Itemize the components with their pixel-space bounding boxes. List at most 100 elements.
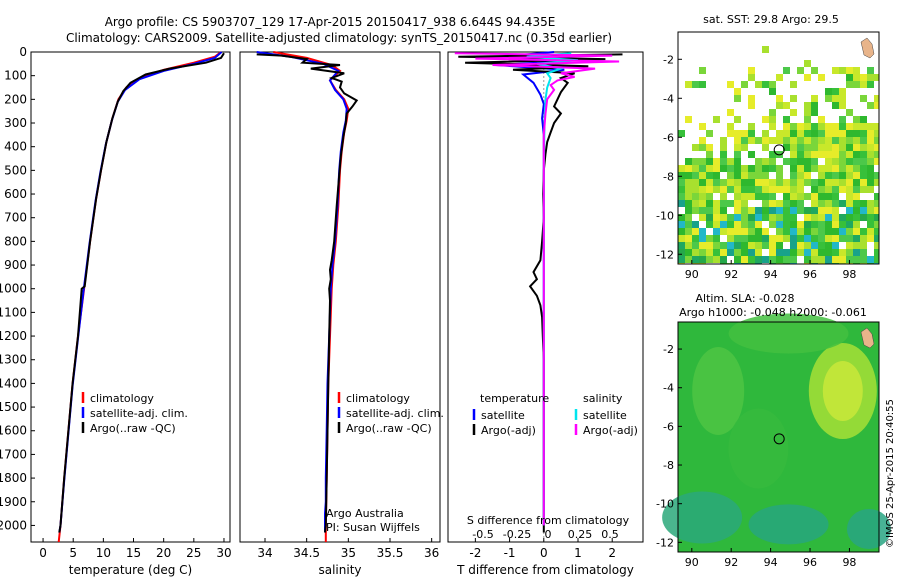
sst-cell [818,242,825,249]
sst-cell [685,207,692,214]
sst-cell [839,165,846,172]
sst-cell [874,214,879,221]
sst-cell [748,193,755,200]
sst-cell [762,158,769,165]
sst-cell [832,179,839,186]
sst-cell [846,214,853,221]
sst-cell [706,151,713,158]
sst-cell [748,214,755,221]
sst-cell [846,109,853,116]
legend-label: Argo(-adj) [481,424,536,437]
sst-cell [783,256,790,263]
sst-cell [811,123,818,130]
map-xtick-label: 92 [724,268,738,281]
sst-cell [804,193,811,200]
temperature-profile-xtick-label: 10 [96,546,111,560]
sst-cell [678,179,685,186]
sst-cell [678,242,685,249]
map-xtick-label: 94 [764,268,778,281]
sst-cell [811,242,818,249]
sst-cell [804,214,811,221]
sla-blob [846,509,891,549]
sst-cell [727,221,734,228]
sst-cell [811,144,818,151]
depth-tick-label: 1100 [0,305,27,319]
sst-cell [692,186,699,193]
sst-cell [846,200,853,207]
sst-cell [727,228,734,235]
sst-cell [720,137,727,144]
sst-cell [818,74,825,81]
sst-cell [832,249,839,256]
sst-cell [790,137,797,144]
sst-cell [783,228,790,235]
sst-cell [804,74,811,81]
sst-cell [727,158,734,165]
sst-cell [762,179,769,186]
sst-cell [832,130,839,137]
sst-cell [678,200,685,207]
sst-cell [685,242,692,249]
sst-cell [734,256,741,263]
sst-cell [853,137,860,144]
sst-cell [853,186,860,193]
sst-cell [776,102,783,109]
sst-cell [832,186,839,193]
sst-cell [776,130,783,137]
sst-cell [804,179,811,186]
legend-label: satellite-adj. clim. [90,407,188,420]
sst-cell [839,179,846,186]
sst-cell [692,165,699,172]
annotation: PI: Susan Wijffels [326,521,420,534]
sst-cell [797,249,804,256]
sst-cell [769,179,776,186]
sst-cell [762,200,769,207]
sst-cell [839,102,846,109]
sst-cell [804,60,811,67]
sst-cell [706,242,713,249]
sst-cell [846,207,853,214]
sst-cell [790,228,797,235]
sst-cell [867,158,874,165]
sst-cell [846,67,853,74]
sst-cell [678,214,685,221]
sst-cell [769,214,776,221]
sst-cell [748,207,755,214]
sst-cell [804,165,811,172]
sst-cell [713,116,720,123]
sst-cell [818,193,825,200]
sst-cell [804,249,811,256]
sst-cell [853,256,860,263]
argo-position-marker [773,433,785,445]
salinity-profile-xtick-label: 34.5 [293,546,320,560]
sst-cell [713,207,720,214]
sst-cell [839,116,846,123]
sst-cell [797,242,804,249]
sst-cell [839,256,846,263]
sst-cell [769,200,776,207]
sst-cell [832,235,839,242]
sst-cell [741,249,748,256]
sst-cell [699,200,706,207]
side-credit: ©IMOS 25-Apr-2015 20:40:55 [885,399,896,548]
sst-cell [832,214,839,221]
sst-cell [748,186,755,193]
sst-cell [804,116,811,123]
sst-cell [790,179,797,186]
sst-cell [720,256,727,263]
sst-cell [755,249,762,256]
sst-cell [853,116,860,123]
sst-cell [846,179,853,186]
sst-cell [811,228,818,235]
sst-cell [776,249,783,256]
sst-cell [818,144,825,151]
sst-cell [853,158,860,165]
sst-cell [734,88,741,95]
sst-cell [839,137,846,144]
map-ytick-label: -10 [656,209,674,222]
sst-map-panel: 90 92 94 96 98 -2 -4 -6 -8 -10 -12 sat. SST: 29.8 A… [656,13,880,281]
sst-cell [685,256,692,263]
sst-cell [699,242,706,249]
sla-blob [822,361,863,421]
salinity-profile-series-satellite [256,51,348,533]
